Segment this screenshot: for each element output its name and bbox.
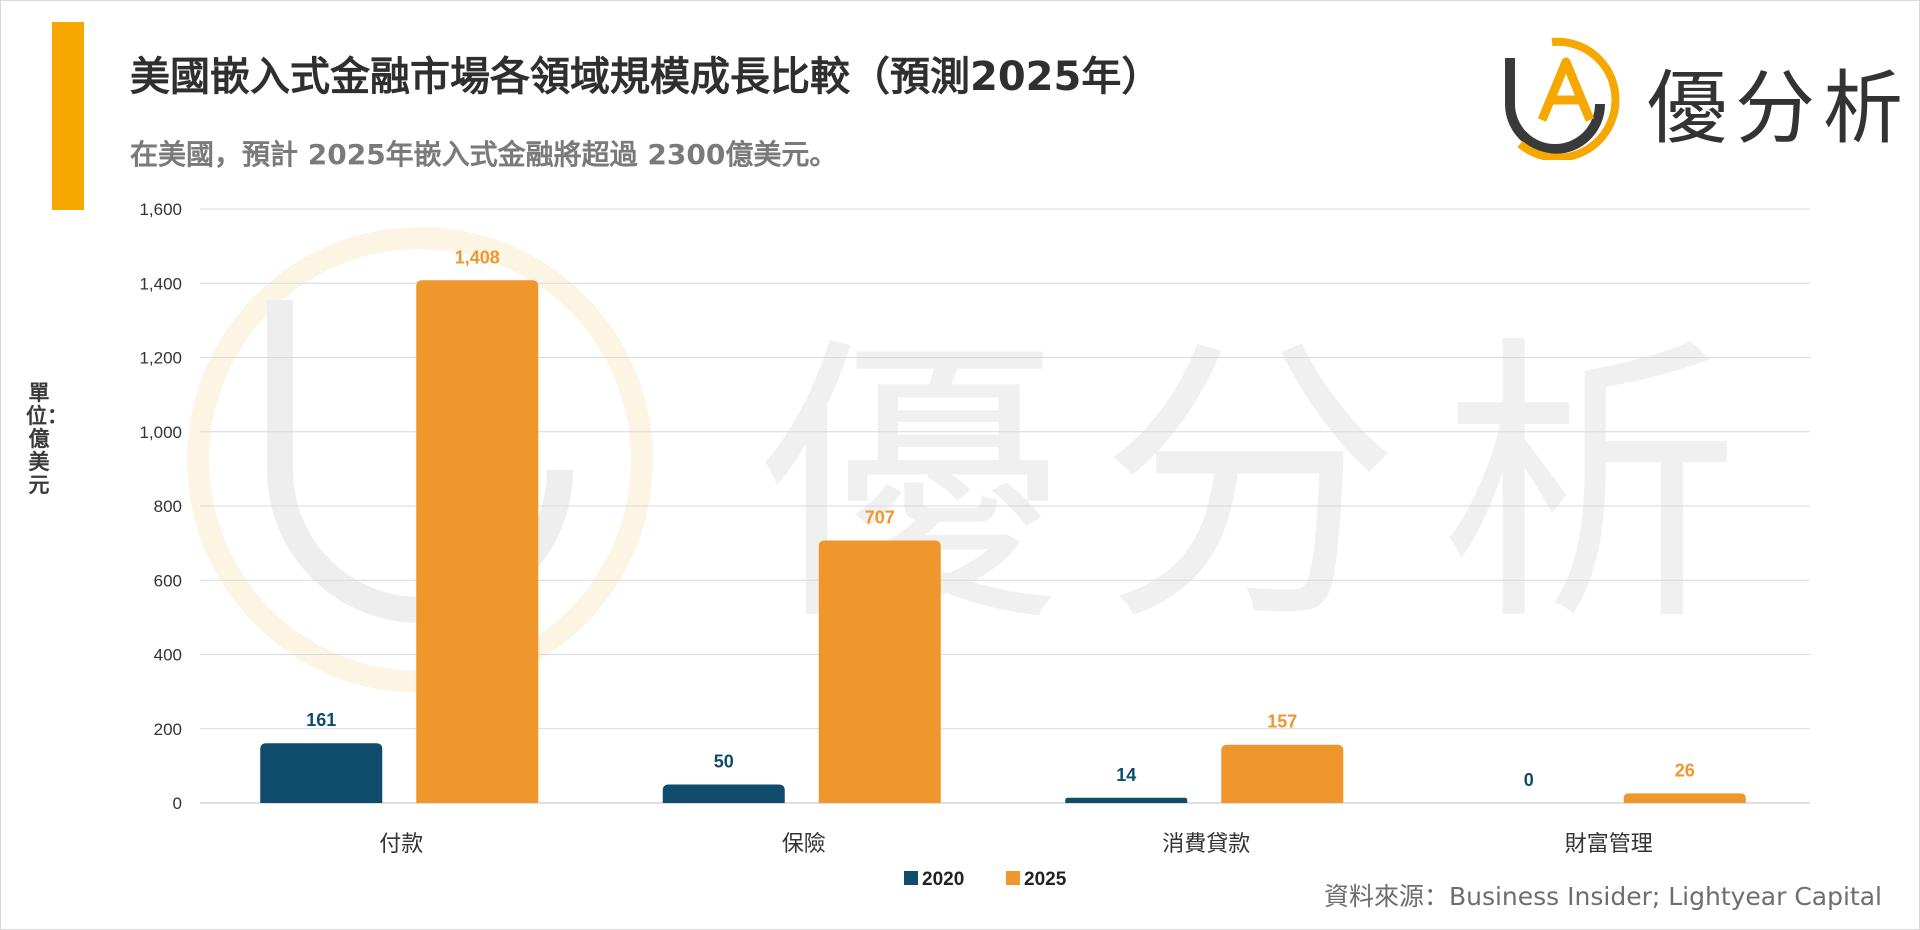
data-label: 161 xyxy=(306,710,336,730)
data-label: 26 xyxy=(1675,760,1695,780)
source-note: 資料來源：Business Insider; Lightyear Capital xyxy=(1323,882,1882,911)
y-tick-label: 0 xyxy=(173,794,182,813)
y-tick-label: 1,200 xyxy=(139,349,182,368)
data-label: 0 xyxy=(1524,770,1534,790)
x-tick-label: 財富管理 xyxy=(1565,832,1653,857)
y-tick-label: 400 xyxy=(154,646,182,665)
bar-2020-3 xyxy=(1065,797,1188,803)
y-tick-label: 600 xyxy=(154,571,182,590)
legend-swatch-2020 xyxy=(904,871,918,885)
chart-bars: 161 1,408 50 707 14 157 0 26 xyxy=(260,247,1746,803)
data-label: 14 xyxy=(1116,765,1136,785)
x-tick-label: 保險 xyxy=(782,832,826,857)
bar-2025-1 xyxy=(416,280,539,803)
brand-logo: 優分析 xyxy=(1490,34,1911,162)
bar-2025-4 xyxy=(1623,793,1746,803)
y-tick-label: 1,600 xyxy=(139,200,182,219)
chart-subtitle: 在美國，預計 2025年嵌入式金融將超過 2300億美元。 xyxy=(130,138,838,171)
legend-swatch-2025 xyxy=(1006,871,1020,885)
y-tick-label: 800 xyxy=(154,497,182,516)
logo-text: 優分析 xyxy=(1647,62,1911,155)
data-label: 50 xyxy=(714,751,734,771)
y-tick-label: 1,400 xyxy=(139,274,182,293)
bar-2025-3 xyxy=(1221,744,1344,803)
legend-label: 2025 xyxy=(1024,869,1067,890)
bar-2020-1 xyxy=(260,743,383,803)
y-tick-label: 200 xyxy=(154,720,182,739)
legend-label: 2020 xyxy=(922,869,964,890)
x-tick-label: 付款 xyxy=(379,832,423,857)
data-label: 1,408 xyxy=(455,247,500,267)
watermark-u-icon xyxy=(267,300,573,623)
x-axis-labels: 付款 保險 消費貸款 財富管理 xyxy=(379,832,1653,857)
data-label: 157 xyxy=(1267,712,1297,732)
x-tick-label: 消費貸款 xyxy=(1162,832,1250,857)
accent-bar xyxy=(52,22,84,210)
chart-legend: 2020 2025 xyxy=(904,869,1067,890)
y-axis-ticks: 0 200 400 600 800 1,000 1,200 1,400 1,600 xyxy=(139,200,182,813)
y-axis-unit-label: 單位：億美元 xyxy=(26,381,68,497)
ua-logo-icon xyxy=(1505,37,1620,162)
data-label: 707 xyxy=(865,508,895,528)
bar-2020-2 xyxy=(662,784,785,803)
y-tick-label: 1,000 xyxy=(139,423,182,442)
chart-title: 美國嵌入式金融市場各領域規模成長比較（預測2025年） xyxy=(130,54,1162,100)
bar-2025-2 xyxy=(818,540,941,803)
